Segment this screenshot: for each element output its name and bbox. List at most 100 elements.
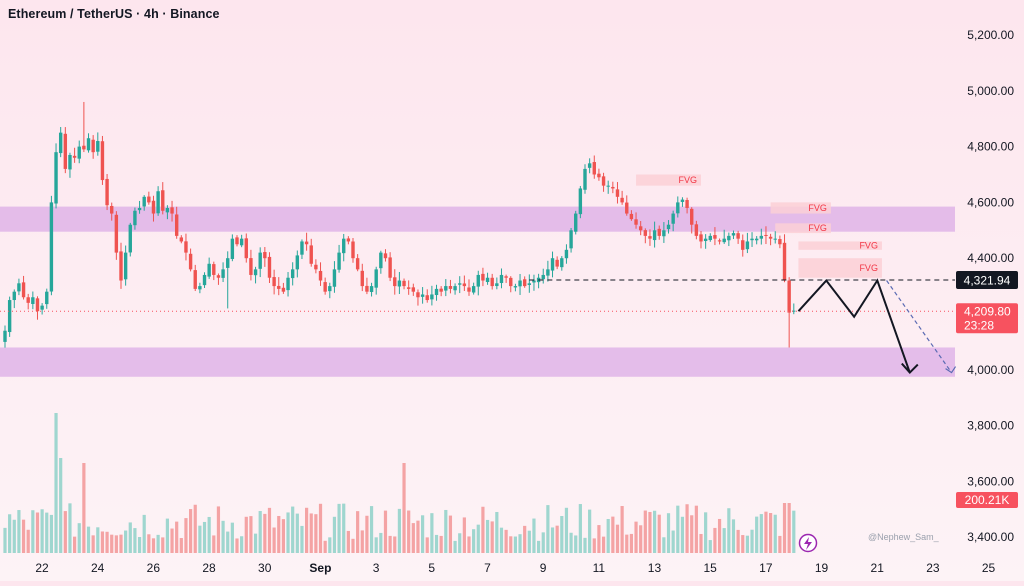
candle-body — [722, 238, 726, 243]
candle-body — [286, 277, 290, 291]
fvg-box — [775, 223, 831, 234]
volume-bar — [532, 518, 536, 553]
candle-body — [490, 277, 494, 287]
candle-body — [332, 269, 337, 287]
y-tick-label: 4,400.00 — [967, 251, 1014, 265]
candle — [128, 222, 132, 257]
candle-body — [342, 238, 346, 254]
candle-body — [406, 287, 411, 289]
candle-body — [165, 207, 170, 213]
volume-bar — [481, 506, 485, 553]
y-tick-label: 4,800.00 — [967, 140, 1014, 154]
volume-bar — [411, 523, 415, 553]
candle — [699, 230, 703, 249]
candle — [281, 282, 286, 294]
volume-bar — [499, 527, 504, 553]
candle — [741, 234, 745, 257]
candle — [685, 197, 689, 214]
candle — [546, 260, 550, 282]
volume-label: 200.21K — [965, 493, 1010, 507]
candle-body — [629, 213, 634, 220]
x-tick-label: 21 — [871, 561, 885, 575]
volume-bar — [96, 527, 100, 553]
volume-bar — [40, 509, 44, 553]
candle-body — [420, 294, 425, 297]
candle — [286, 272, 290, 297]
candle-body — [657, 228, 661, 236]
volume-bar — [666, 513, 671, 553]
candle-body — [277, 285, 281, 289]
candle — [188, 248, 193, 272]
volume-bar — [513, 536, 517, 553]
volume-bar — [235, 538, 239, 553]
volume-bar — [17, 510, 21, 553]
volume-bar — [110, 534, 114, 553]
candle — [481, 267, 485, 287]
lightning-icon — [798, 533, 818, 553]
candle-body — [462, 283, 467, 287]
volume-bar — [476, 524, 480, 553]
candle — [328, 282, 332, 299]
watermark-text: @Nephew_Sam_ — [868, 532, 940, 542]
volume-bar — [416, 520, 420, 553]
volume-bar — [253, 533, 258, 553]
volume-bar — [54, 413, 58, 553]
candle — [63, 127, 68, 174]
volume-bar — [643, 510, 647, 553]
volume-bar — [100, 531, 105, 553]
volume-bar — [578, 504, 582, 553]
candle — [731, 230, 736, 240]
candle-body — [272, 277, 276, 287]
candles-layer — [3, 101, 796, 348]
candle — [402, 278, 406, 290]
candle — [323, 277, 327, 295]
candle-body — [634, 219, 638, 225]
fvg-box — [798, 241, 882, 250]
volume-bar — [680, 516, 685, 553]
candle — [193, 264, 197, 292]
candle-body — [68, 154, 72, 170]
candle — [434, 284, 439, 301]
candle — [58, 127, 63, 158]
volume-bar — [755, 516, 759, 553]
demand-zone — [0, 347, 955, 377]
candle — [114, 211, 119, 260]
volume-bar — [59, 458, 63, 553]
candle — [105, 174, 109, 211]
volume-bar — [629, 533, 633, 553]
candle-body — [680, 199, 685, 202]
candle-body — [676, 202, 680, 214]
y-tick-label: 3,800.00 — [967, 419, 1014, 433]
candle — [235, 235, 239, 247]
candle — [212, 261, 216, 281]
candle — [374, 266, 378, 295]
candle-body — [592, 162, 596, 175]
volume-bar — [537, 540, 541, 553]
volume-bar — [574, 535, 578, 553]
candle — [54, 143, 58, 209]
volume-bar — [369, 506, 374, 553]
candle-body — [402, 280, 406, 287]
volume-bar — [518, 534, 522, 553]
candle-body — [569, 230, 573, 249]
volume-bar — [216, 506, 221, 553]
y-tick-label: 3,400.00 — [967, 530, 1014, 544]
candle — [587, 158, 592, 174]
candle — [773, 231, 777, 244]
candle — [7, 296, 12, 337]
volume-bar — [601, 536, 606, 553]
volume-bar — [421, 515, 425, 553]
volume-bar — [588, 509, 592, 553]
candle-body — [444, 286, 448, 291]
candle-body — [666, 224, 671, 230]
candle-body — [787, 280, 791, 313]
candle — [198, 282, 202, 294]
volume-bar — [300, 525, 304, 553]
volume-bar — [221, 520, 225, 553]
volume-bar — [485, 519, 490, 553]
candle — [564, 244, 569, 264]
candle — [100, 135, 105, 185]
lightning-icon-bolt — [804, 537, 812, 550]
candle-body — [504, 276, 508, 278]
